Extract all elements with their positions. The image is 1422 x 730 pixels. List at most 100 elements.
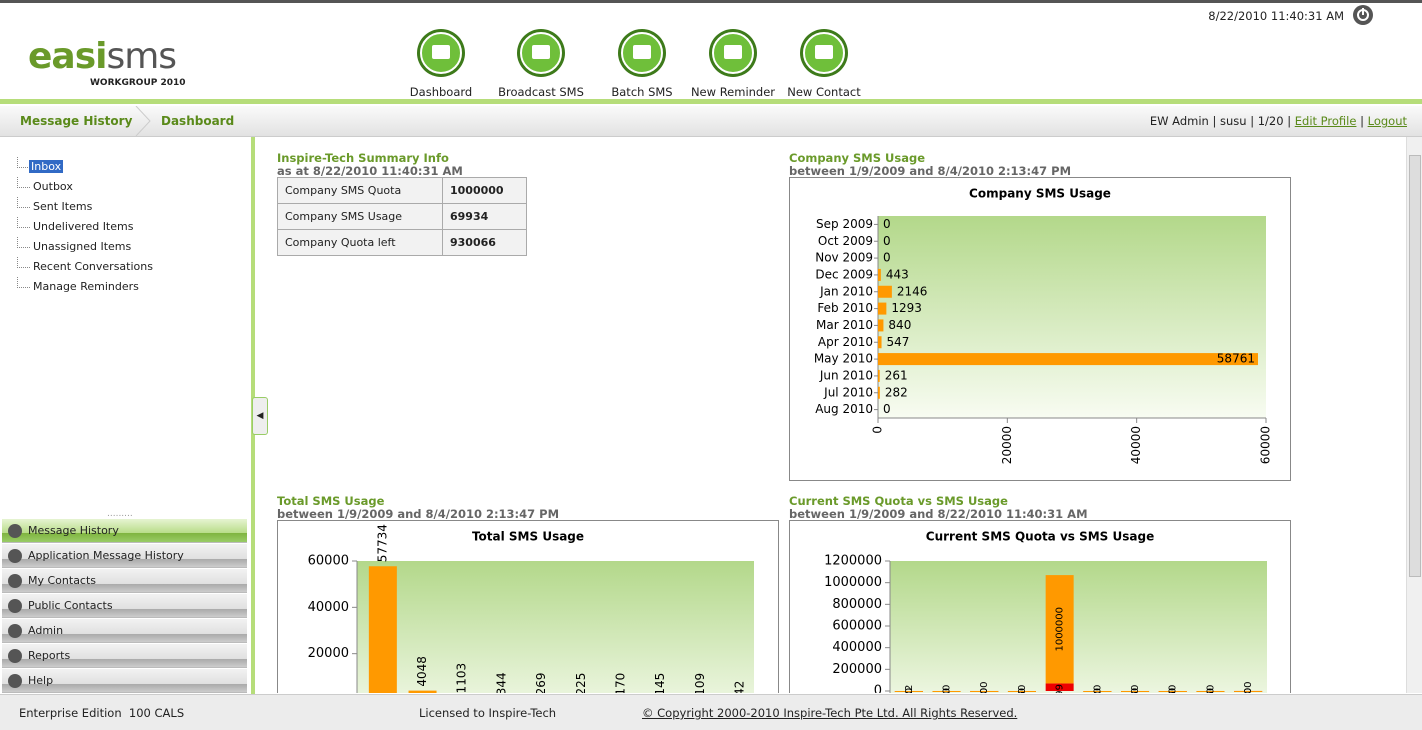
- accordion-item[interactable]: [2, 619, 247, 643]
- breadcrumb[interactable]: Message History: [20, 114, 133, 128]
- y-tick-label: 200000: [832, 662, 882, 677]
- datetime: 8/22/2010 11:40:31 AM: [1208, 9, 1344, 23]
- bar-segment: [1158, 690, 1187, 692]
- tree-item[interactable]: Inbox: [29, 160, 64, 173]
- tree-item[interactable]: Sent Items: [33, 200, 93, 213]
- scrollbar[interactable]: [1406, 137, 1422, 693]
- x-tick-label: 60000: [1259, 426, 1273, 464]
- chart: Company SMS Usage 0 20000 40000 60000 Sep 200…: [789, 177, 1291, 481]
- bar-segment: [1045, 683, 1074, 691]
- footer-copyright[interactable]: © Copyright 2000-2010 Inspire-Tech Pte L…: [642, 706, 1018, 720]
- y-tick-label: Mar 2010: [816, 318, 873, 332]
- accordion-icon: [8, 624, 22, 638]
- accordion-item[interactable]: [2, 519, 247, 543]
- breadcrumb-arrow: [135, 106, 151, 136]
- panel-title: Total SMS Usage: [277, 494, 385, 508]
- bar-segment: [1045, 575, 1074, 684]
- user-info: EW Admin | susu | 1/20 |: [1149, 114, 1292, 128]
- accordion-icon: [8, 549, 22, 563]
- summary-value: 930066: [442, 229, 527, 256]
- tree-item[interactable]: Manage Reminders: [33, 280, 139, 293]
- logout[interactable]: Logout: [1367, 114, 1407, 128]
- bar-segment: [970, 690, 999, 692]
- data-label: 0: [883, 217, 891, 231]
- nav-icon[interactable]: [515, 27, 567, 79]
- summary-label: Company Quota left: [277, 229, 443, 256]
- summary-title: Inspire-Tech Summary Info: [277, 151, 449, 165]
- y-tick-label: 1200000: [824, 554, 882, 569]
- x-tick-label: 20000: [1000, 426, 1014, 464]
- accordion-label[interactable]: Message History: [28, 524, 119, 537]
- icon-glyph: [432, 45, 450, 59]
- chart-title: Total SMS Usage: [472, 530, 584, 544]
- data-label: 443: [886, 267, 909, 281]
- nav-icon[interactable]: [616, 27, 668, 79]
- data-label: 547: [887, 335, 910, 349]
- y-tick-label: Aug 2010: [815, 402, 873, 416]
- tree-connector: [17, 197, 30, 208]
- tree-item[interactable]: Undelivered Items: [33, 220, 134, 233]
- edit-profile[interactable]: Edit Profile: [1294, 114, 1357, 128]
- accordion-icon: [8, 524, 22, 538]
- data-label: 60: [1168, 685, 1179, 693]
- bar-segment: [1121, 690, 1150, 692]
- user-bar: EW Admin | susu | 1/20 | Edit Profile | …: [1149, 114, 1407, 128]
- tree-connector: [17, 217, 30, 228]
- data-label: 0: [883, 234, 891, 248]
- accordion-label[interactable]: Admin: [28, 624, 64, 637]
- tree-connector: [17, 257, 30, 268]
- x-tick-label: 40000: [1129, 426, 1143, 464]
- nav-label[interactable]: Dashboard: [409, 85, 473, 99]
- accordion-item[interactable]: [2, 544, 247, 568]
- data-label: 0: [883, 251, 891, 265]
- tree-item[interactable]: Unassigned Items: [33, 240, 132, 253]
- tree-item[interactable]: Outbox: [33, 180, 73, 193]
- panel-subtitle: between 1/9/2009 and 8/4/2010 2:13:47 PM: [789, 164, 1072, 178]
- accordion-item[interactable]: [2, 569, 247, 593]
- y-tick-label: Jul 2010: [823, 385, 873, 399]
- data-label: 60: [1017, 685, 1028, 693]
- breadcrumb[interactable]: Dashboard: [161, 114, 235, 128]
- y-tick-label: 1000000: [824, 575, 882, 590]
- bar-segment: [932, 690, 961, 692]
- y-tick-label: 40000: [308, 600, 349, 615]
- y-tick-label: 60000: [308, 554, 349, 569]
- data-label: 57734: [375, 524, 389, 562]
- y-tick-label: 400000: [832, 640, 882, 655]
- top-border: [0, 0, 1422, 3]
- data-label: 269: [534, 672, 548, 693]
- data-label: 0: [1205, 688, 1216, 693]
- bar: [878, 319, 884, 332]
- data-label: 2146: [897, 284, 928, 298]
- nav-label[interactable]: New Contact: [787, 85, 861, 99]
- nav-icon[interactable]: [415, 27, 467, 79]
- nav-icon[interactable]: [707, 27, 759, 79]
- bar: [878, 285, 892, 298]
- data-label: 282: [885, 385, 908, 399]
- summary-label: Company SMS Quota: [277, 177, 443, 204]
- nav-label[interactable]: Broadcast SMS: [498, 85, 584, 99]
- accordion-item[interactable]: [2, 594, 247, 618]
- accordion-label[interactable]: My Contacts: [28, 574, 97, 587]
- nav-icon[interactable]: [798, 27, 850, 79]
- nav-label[interactable]: New Reminder: [690, 85, 776, 99]
- scroll-thumb[interactable]: [1409, 155, 1421, 577]
- plot-area: [890, 561, 1267, 693]
- tree-item[interactable]: Recent Conversations: [33, 260, 153, 273]
- accordion-label[interactable]: Help: [28, 674, 54, 687]
- accordion-item[interactable]: [2, 669, 247, 693]
- nav-label[interactable]: Batch SMS: [611, 85, 673, 99]
- data-label: 0: [1130, 688, 1141, 693]
- power-icon[interactable]: [1352, 4, 1374, 26]
- collapse-button[interactable]: ◀: [252, 397, 268, 435]
- accordion-label[interactable]: Application Message History: [28, 549, 184, 562]
- bar: [878, 336, 882, 349]
- accordion-item[interactable]: [2, 644, 247, 668]
- accordion-label[interactable]: Reports: [28, 649, 71, 662]
- accordion-label[interactable]: Public Contacts: [28, 599, 113, 612]
- accordion-icon: [8, 599, 22, 613]
- footer-license: Licensed to Inspire-Tech: [419, 706, 557, 720]
- icon-glyph: [633, 45, 651, 59]
- y-tick-label: Apr 2010: [818, 335, 873, 349]
